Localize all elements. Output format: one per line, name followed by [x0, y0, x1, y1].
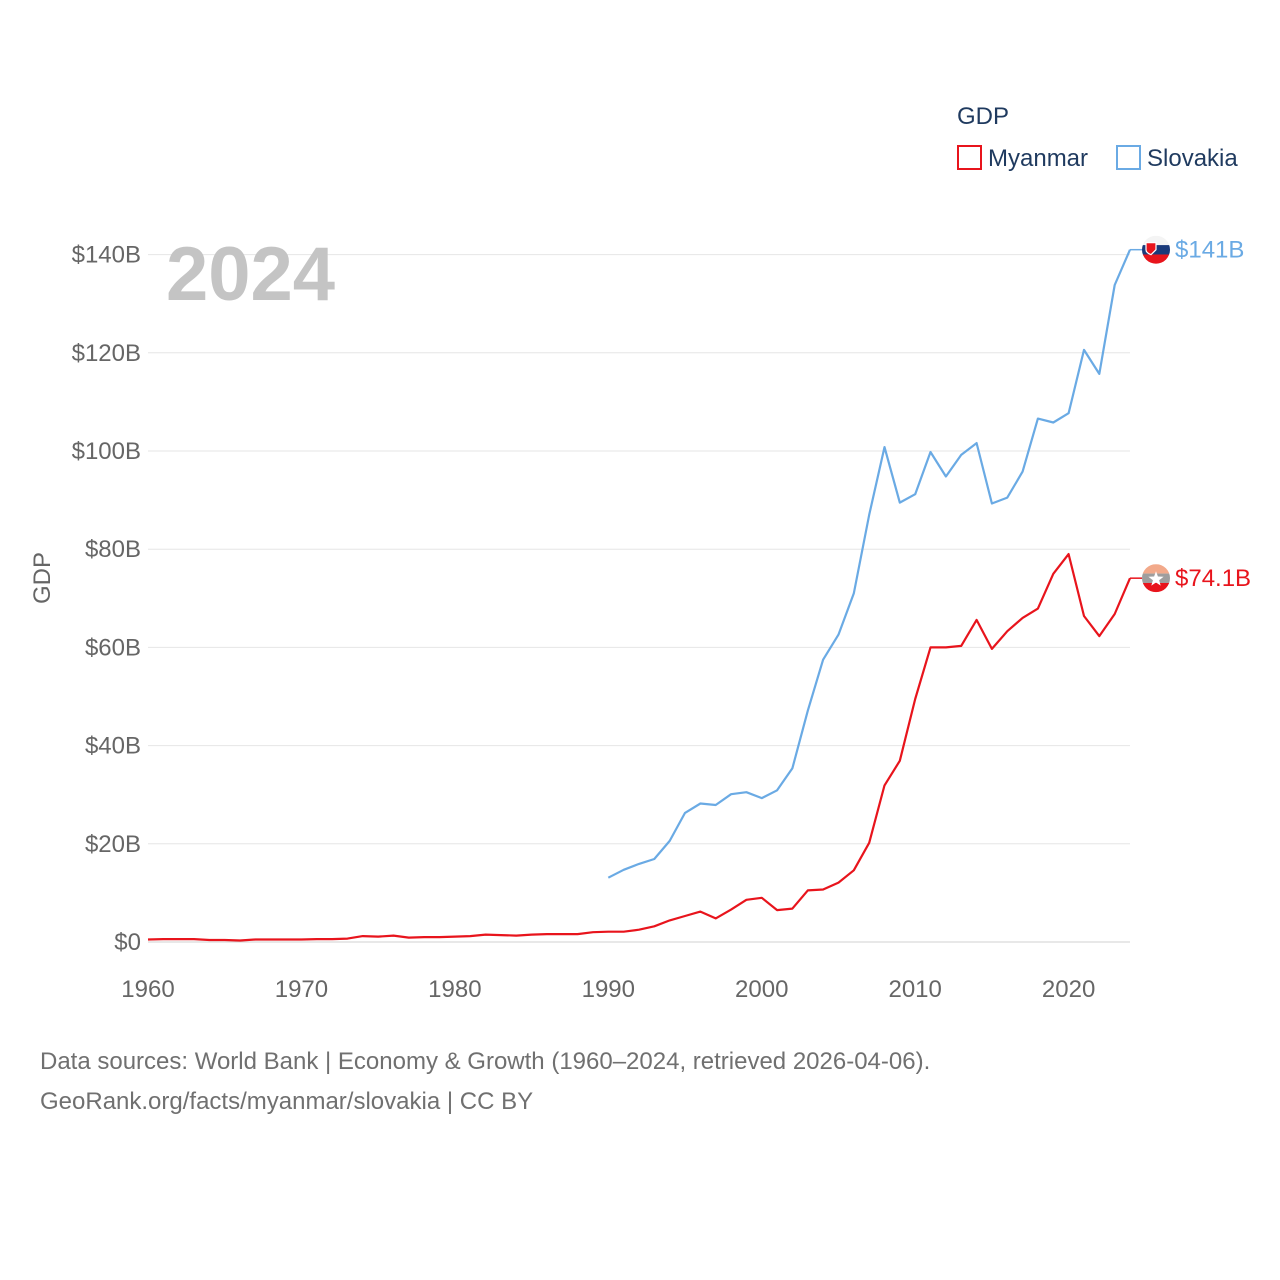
- x-axis-tick-labels: 1960 1970 1980 1990 2000 2010 2020: [121, 976, 1095, 1003]
- legend-label-myanmar[interactable]: Myanmar: [988, 145, 1088, 172]
- legend: GDP Myanmar Slovakia: [957, 103, 1238, 172]
- x-tick-label: 1990: [582, 976, 635, 1003]
- y-tick-label: $80B: [85, 536, 141, 563]
- y-tick-label: $20B: [85, 831, 141, 858]
- end-value-label-slovakia: $141B: [1175, 237, 1244, 264]
- slovakia-flag-icon: [1142, 235, 1170, 264]
- source-line-url[interactable]: GeoRank.org/facts/myanmar/slovakia | CC …: [40, 1088, 534, 1115]
- end-markers: $74.1B $141B: [1130, 235, 1251, 593]
- legend-swatch-myanmar[interactable]: [957, 145, 982, 170]
- source-note: Data sources: World Bank | Economy & Gro…: [40, 1042, 930, 1122]
- myanmar-flag-icon: [1142, 564, 1170, 593]
- y-tick-label: $60B: [85, 634, 141, 661]
- x-tick-label: 1970: [275, 976, 328, 1003]
- x-tick-label: 1960: [121, 976, 174, 1003]
- x-tick-label: 2010: [888, 976, 941, 1003]
- series-line-myanmar[interactable]: [147, 552, 1132, 942]
- x-tick-label: 1980: [428, 976, 481, 1003]
- y-axis-title: GDP: [29, 552, 56, 604]
- series-line-slovakia[interactable]: [607, 249, 1132, 879]
- y-tick-label: $120B: [72, 340, 141, 367]
- x-tick-label: 2020: [1042, 976, 1095, 1003]
- year-label: 2024: [166, 232, 335, 317]
- end-value-label-myanmar: $74.1B: [1175, 565, 1251, 592]
- legend-title: GDP: [957, 103, 1009, 130]
- x-tick-label: 2000: [735, 976, 788, 1003]
- legend-label-slovakia[interactable]: Slovakia: [1147, 145, 1238, 172]
- series-lines: [147, 249, 1132, 942]
- y-tick-label: $0: [114, 929, 141, 956]
- legend-swatch-slovakia[interactable]: [1116, 145, 1141, 170]
- y-tick-label: $40B: [85, 733, 141, 760]
- source-line-data: Data sources: World Bank | Economy & Gro…: [40, 1048, 931, 1075]
- y-tick-label: $100B: [72, 438, 141, 465]
- gridlines: [148, 254, 1130, 943]
- y-axis-tick-labels: $0 $20B $40B $60B $80B $100B $120B $140B: [72, 242, 141, 956]
- y-tick-label: $140B: [72, 242, 141, 269]
